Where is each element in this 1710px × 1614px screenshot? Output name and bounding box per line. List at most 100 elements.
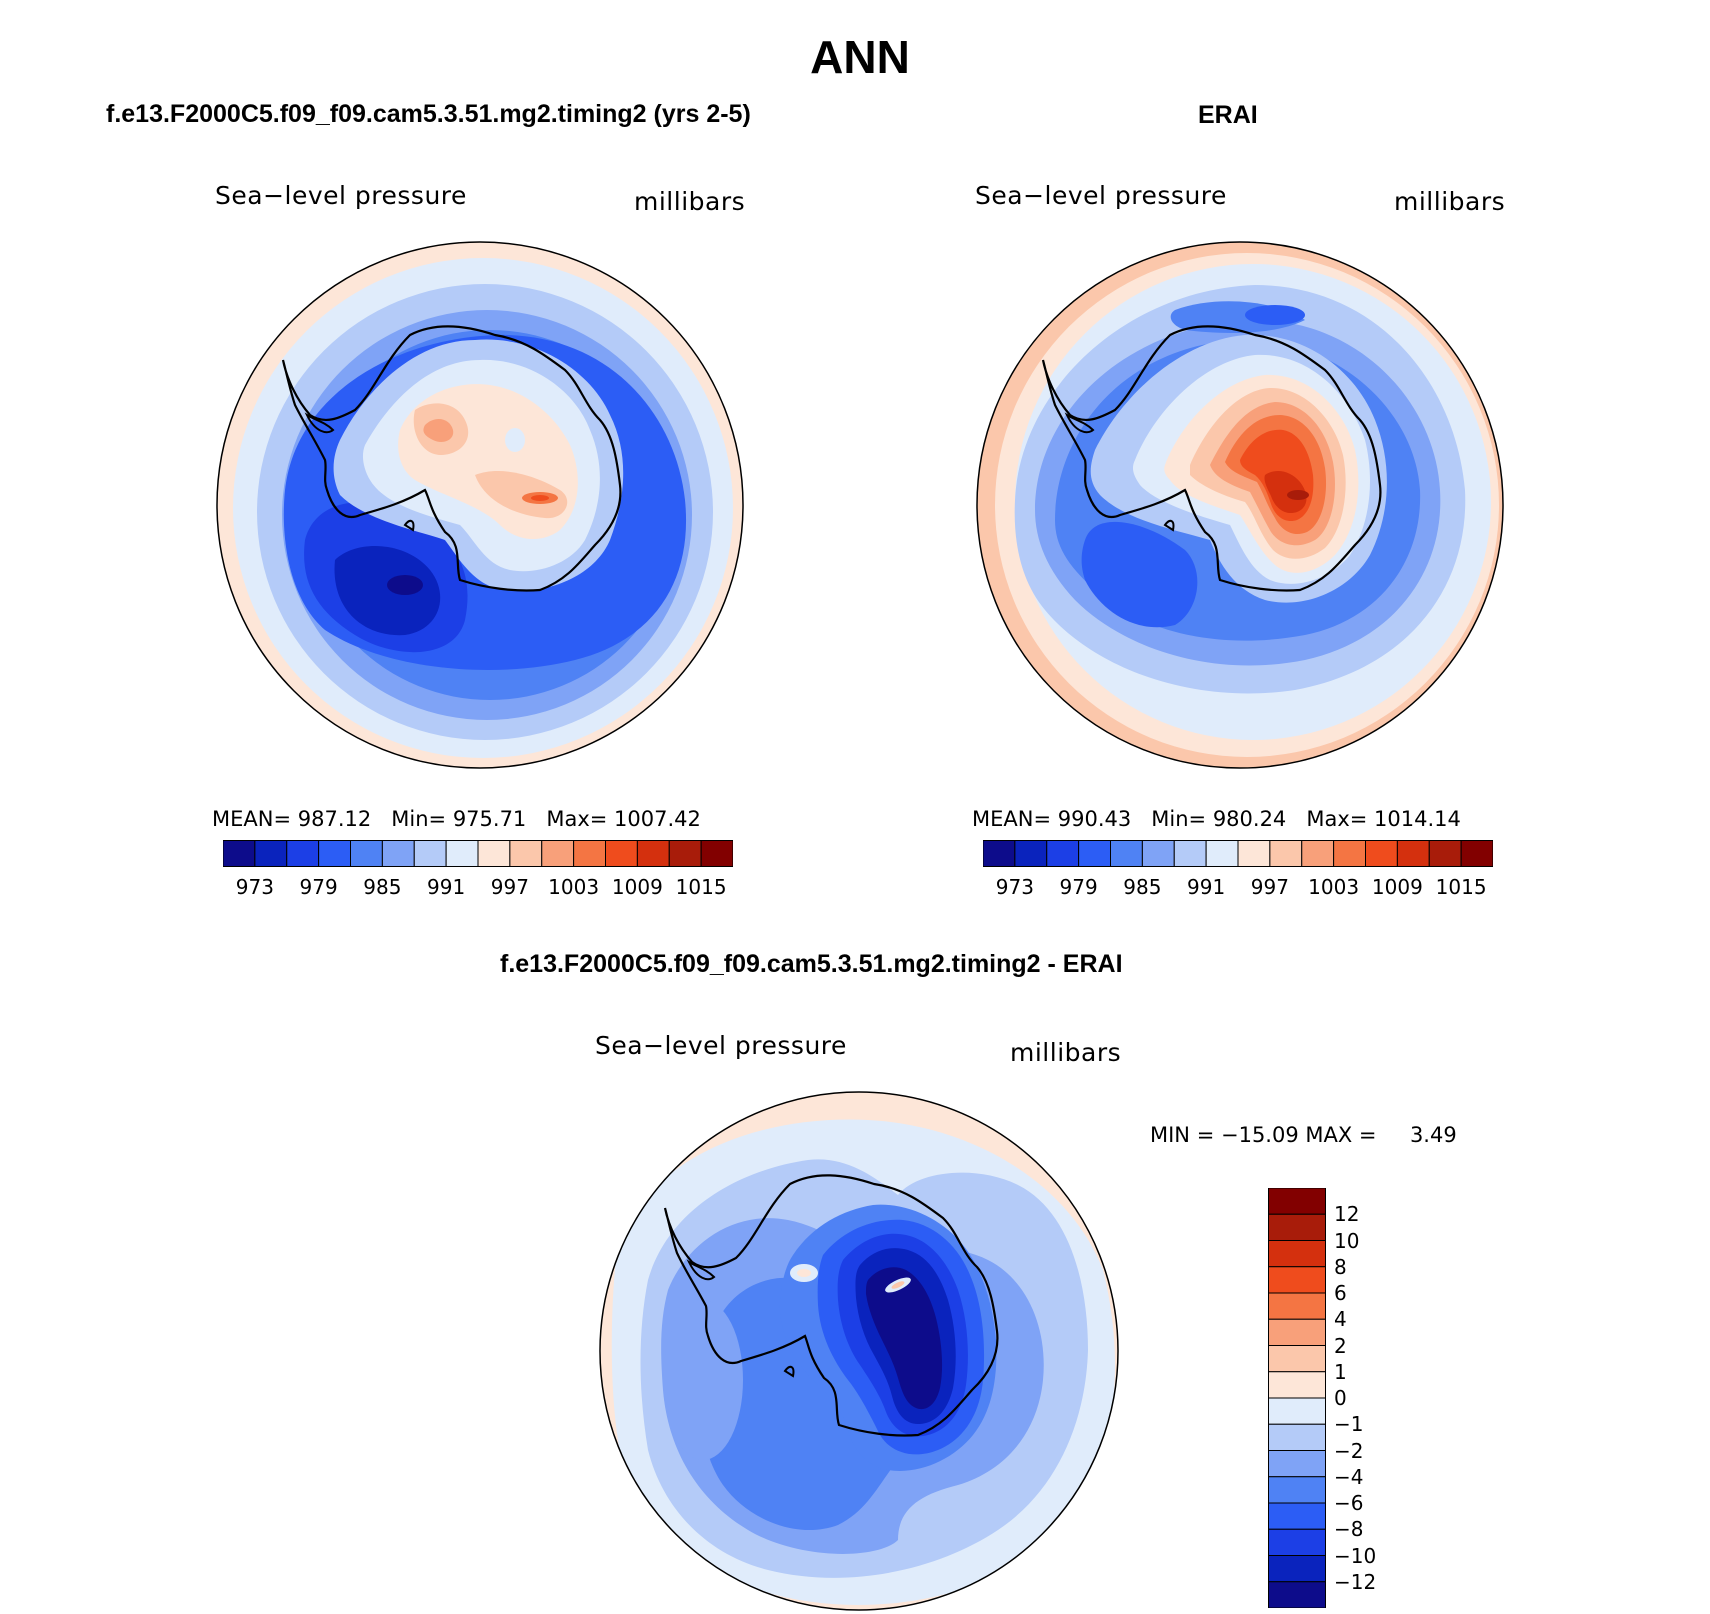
colorbar-swatch xyxy=(1141,840,1175,867)
colorbar-tick-label: 991 xyxy=(427,875,466,899)
colorbar-swatch xyxy=(1268,1450,1326,1478)
mean-value: 987.12 xyxy=(297,807,372,831)
obs-polar-map xyxy=(976,241,1504,769)
obs-variable-label: Sea−level pressure xyxy=(975,181,1227,210)
max-label: Max= xyxy=(546,807,608,831)
colorbar-swatch xyxy=(605,840,638,867)
colorbar-swatch xyxy=(254,840,288,867)
island-outline xyxy=(783,1365,795,1378)
obs-colorbar xyxy=(982,840,1494,867)
colorbar-swatch xyxy=(1014,840,1048,867)
colorbar-tick-label: 1009 xyxy=(611,875,663,899)
max-label: MAX = xyxy=(1305,1123,1377,1147)
colorbar-tick-label: 973 xyxy=(235,875,274,899)
contour-band xyxy=(531,495,549,501)
obs-stats: MEAN= 990.43 Min= 980.24 Max= 1014.14 xyxy=(972,807,1461,831)
colorbar-swatch xyxy=(1268,1213,1326,1241)
model-colorbar-ticks: 973 979 985 991 997 1003 1009 1015 xyxy=(223,875,733,899)
colorbar-swatch xyxy=(1268,1292,1326,1320)
min-value: 975.71 xyxy=(452,807,527,831)
colorbar-swatch xyxy=(1110,840,1143,867)
plot-title: ANN xyxy=(810,31,910,83)
colorbar-swatch xyxy=(381,840,415,867)
colorbar-swatch xyxy=(477,840,511,867)
colorbar-tick-label: −10 xyxy=(1334,1543,1377,1568)
colorbar-swatch xyxy=(1268,1528,1326,1556)
contour-band xyxy=(1264,470,1307,514)
model-case-title: f.e13.F2000C5.f09_f09.cam5.3.51.mg2.timi… xyxy=(106,100,751,128)
colorbar-swatch xyxy=(350,840,383,867)
diff-variable-label: Sea−level pressure xyxy=(595,1031,847,1060)
colorbar-tick-label: 6 xyxy=(1334,1281,1347,1305)
colorbar-tick-label: 2 xyxy=(1334,1333,1347,1358)
colorbar-tick-label: 1015 xyxy=(1435,875,1487,899)
colorbar-tick-label: −4 xyxy=(1334,1464,1364,1489)
diff-minmax: MIN = −15.09 MAX = 3.49 xyxy=(1150,1123,1457,1147)
colorbar-tick-label: 991 xyxy=(1187,875,1226,899)
colorbar-swatch xyxy=(982,840,1016,867)
colorbar-tick-label: −6 xyxy=(1334,1491,1364,1515)
colorbar-swatch xyxy=(700,840,734,867)
colorbar-swatch xyxy=(573,840,606,867)
antarctica-coastline xyxy=(281,325,622,592)
colorbar-swatch xyxy=(1396,840,1430,867)
min-label: Min= xyxy=(391,807,447,831)
model-polar-map xyxy=(216,241,744,769)
colorbar-tick-label: 979 xyxy=(1059,875,1098,899)
max-value: 1014.14 xyxy=(1374,807,1461,831)
contour-band xyxy=(866,1267,943,1410)
colorbar-swatch xyxy=(541,840,575,867)
contour-band xyxy=(797,1269,811,1277)
colorbar-swatch xyxy=(1268,1345,1326,1373)
colorbar-swatch xyxy=(1268,1187,1326,1215)
colorbar-swatch xyxy=(445,840,479,867)
min-label: Min= xyxy=(1151,807,1207,831)
colorbar-tick-label: 1015 xyxy=(675,875,727,899)
ice-shelf-outline xyxy=(304,412,335,434)
antarctica-coastline xyxy=(663,1174,999,1437)
mean-value: 990.43 xyxy=(1057,807,1132,831)
colorbar-tick-label: 1009 xyxy=(1371,875,1423,899)
max-label: Max= xyxy=(1306,807,1368,831)
ice-shelf-outline xyxy=(686,1259,716,1281)
colorbar-tick-label: −8 xyxy=(1334,1517,1364,1542)
colorbar-tick-label: 12 xyxy=(1334,1202,1360,1227)
contour-band xyxy=(475,470,568,519)
colorbar-swatch xyxy=(1173,840,1207,867)
colorbar-swatch xyxy=(222,840,256,867)
colorbar-swatch xyxy=(286,840,320,867)
diff-units-label: millibars xyxy=(1010,1038,1122,1067)
colorbar-tick-label: 4 xyxy=(1334,1307,1347,1332)
colorbar-swatch xyxy=(636,840,670,867)
colorbar-tick-label: 985 xyxy=(363,875,402,899)
diff-colorbar xyxy=(1268,1187,1326,1609)
colorbar-swatch xyxy=(509,840,543,867)
colorbar-swatch xyxy=(1460,840,1494,867)
colorbar-tick-label: 1003 xyxy=(548,875,600,899)
colorbar-swatch xyxy=(1268,1397,1326,1425)
min-value: −15.09 xyxy=(1220,1123,1299,1147)
colorbar-swatch xyxy=(1268,1555,1326,1583)
colorbar-swatch xyxy=(1268,1266,1326,1294)
colorbar-swatch xyxy=(1078,840,1111,867)
colorbar-swatch xyxy=(668,840,702,867)
colorbar-swatch xyxy=(1205,840,1239,867)
colorbar-swatch xyxy=(318,840,351,867)
model-colorbar xyxy=(222,840,734,867)
map-boundary xyxy=(599,1091,1119,1611)
contour-band xyxy=(663,1300,743,1460)
colorbar-tick-label: 979 xyxy=(299,875,338,899)
contour-band xyxy=(423,418,454,442)
island-outline xyxy=(403,519,415,532)
colorbar-swatch xyxy=(1046,840,1080,867)
colorbar-swatch xyxy=(1333,840,1366,867)
antarctica-coastline xyxy=(1041,325,1382,592)
contour-band xyxy=(891,1281,905,1289)
max-value: 1007.42 xyxy=(614,807,701,831)
model-variable-label: Sea−level pressure xyxy=(215,181,467,210)
colorbar-swatch xyxy=(1268,1581,1326,1609)
colorbar-tick-label: −12 xyxy=(1334,1569,1377,1594)
colorbar-tick-label: 10 xyxy=(1334,1228,1360,1253)
min-value: 980.24 xyxy=(1212,807,1287,831)
diff-colorbar-ticks: 12 10 8 6 4 2 1 0 −1 −2 −4 −6 −8 −10 −12 xyxy=(1334,1188,1414,1608)
